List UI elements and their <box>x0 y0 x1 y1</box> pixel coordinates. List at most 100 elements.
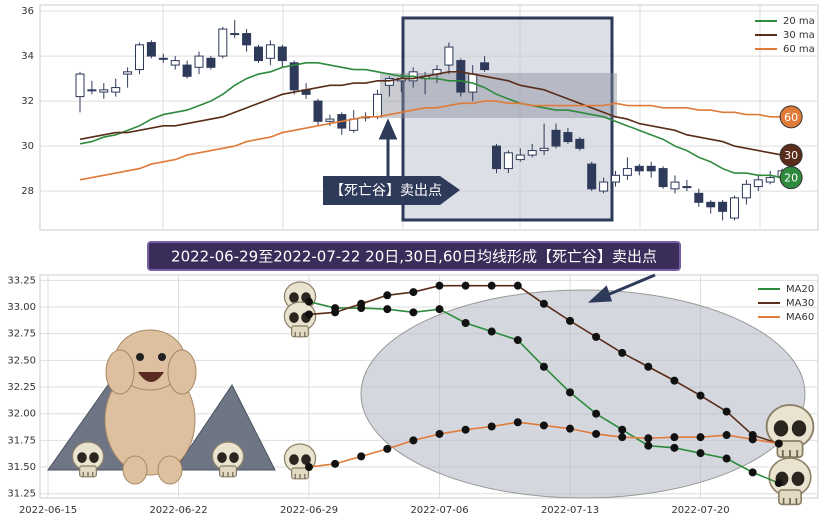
y-tick-label: 36 <box>21 6 34 17</box>
y-tick-label: 32 <box>21 96 34 107</box>
candle-body <box>218 28 228 57</box>
annotation-box <box>323 176 460 205</box>
candle-body <box>575 138 585 149</box>
ma-point <box>383 291 392 300</box>
ma-point <box>487 281 496 290</box>
ma-point <box>670 376 679 385</box>
banner <box>147 241 681 271</box>
candle-body <box>587 163 597 190</box>
candle-body <box>480 62 490 71</box>
ma-point <box>566 424 574 433</box>
x-tick-label: 2022-07-13 <box>541 505 599 516</box>
ma-point <box>592 332 601 341</box>
ma-point <box>409 436 418 445</box>
pointer-arrow <box>587 273 656 303</box>
candle-body <box>706 201 716 208</box>
ma-point <box>592 409 601 418</box>
candle-body <box>515 154 525 161</box>
ma-point <box>383 444 392 453</box>
candle-body <box>670 181 680 190</box>
ma-point <box>435 281 444 290</box>
candle-body <box>170 60 180 66</box>
y-tick-label: 33.25 <box>7 275 36 286</box>
ma-point <box>696 391 705 400</box>
candle-body <box>718 201 728 212</box>
end-badge <box>779 105 803 129</box>
ma-line <box>79 71 783 156</box>
ma-point <box>383 305 392 314</box>
y-tick-label: 32.00 <box>7 409 36 420</box>
dog-shape <box>157 455 183 485</box>
ma-point <box>305 310 313 319</box>
candle-body <box>551 129 561 147</box>
candle-body <box>206 57 216 68</box>
candle-body <box>456 60 466 93</box>
candle-body <box>492 145 501 170</box>
ma-point <box>722 431 731 440</box>
end-badge-label: 60 <box>784 111 798 124</box>
end-badge-label: 20 <box>784 172 798 185</box>
ma-point <box>461 281 470 290</box>
y-tick-label: 32.25 <box>7 382 36 393</box>
candle-body <box>87 89 97 92</box>
legend-label: MA30 <box>786 298 814 309</box>
candle-body <box>611 174 620 183</box>
legend-label: 60 ma <box>783 44 815 55</box>
candle-body <box>158 57 168 60</box>
x-tick-label: 2022-06-15 <box>19 505 77 516</box>
ma-point <box>748 435 757 444</box>
candle-body <box>503 152 513 170</box>
ma-point <box>696 433 705 442</box>
arrow-up <box>378 118 398 178</box>
highlight-ellipse <box>360 289 806 499</box>
ma-point <box>748 468 757 477</box>
x-tick-label: 2022-06-29 <box>280 505 338 516</box>
ma-point <box>513 336 522 345</box>
ma-point <box>618 433 627 442</box>
candle-body <box>111 87 121 93</box>
ma-point <box>566 388 574 397</box>
candle-body <box>694 192 704 203</box>
ma-point <box>644 434 653 443</box>
ma-point <box>461 319 470 328</box>
ma-point <box>722 454 731 463</box>
candle-body <box>277 46 287 62</box>
ma-point <box>618 425 627 434</box>
y-tick-label: 28 <box>21 186 34 197</box>
y-tick-label: 32.75 <box>7 329 36 340</box>
candle-body <box>254 46 263 62</box>
candle-body <box>527 150 537 156</box>
ma-point <box>644 441 653 450</box>
candle-body <box>289 62 299 91</box>
candle-body <box>146 42 156 57</box>
candle-body <box>634 165 644 172</box>
ma-point <box>305 297 313 306</box>
candle-body <box>444 46 454 66</box>
banner-title: 2022-06-29至2022-07-22 20日,30日,60日均线形成【死亡… <box>171 248 657 266</box>
candle-body <box>741 183 751 199</box>
ma-point <box>357 452 366 461</box>
candle-body <box>730 197 739 219</box>
candle-body <box>123 71 133 75</box>
ma-line <box>79 62 783 179</box>
x-tick-label: 2022-06-22 <box>149 505 207 516</box>
y-tick-label: 31.25 <box>7 489 36 500</box>
ma-point <box>670 443 679 452</box>
candle-body <box>373 93 382 118</box>
candle-body <box>622 168 632 176</box>
ma-point <box>513 418 522 427</box>
end-badge <box>779 143 803 167</box>
candle-body <box>265 44 275 59</box>
ma-point <box>618 348 627 357</box>
dog-shape <box>167 349 197 395</box>
y-tick-label: 31.75 <box>7 435 36 446</box>
legend-label: 30 ma <box>783 30 815 41</box>
ma-point <box>305 463 313 472</box>
ma-point <box>644 362 653 371</box>
candle-body <box>349 118 359 131</box>
ma-point <box>487 422 496 431</box>
ma-point <box>774 439 783 448</box>
candle-body <box>646 165 656 172</box>
candle-body <box>99 89 109 93</box>
ma-point <box>670 433 679 442</box>
